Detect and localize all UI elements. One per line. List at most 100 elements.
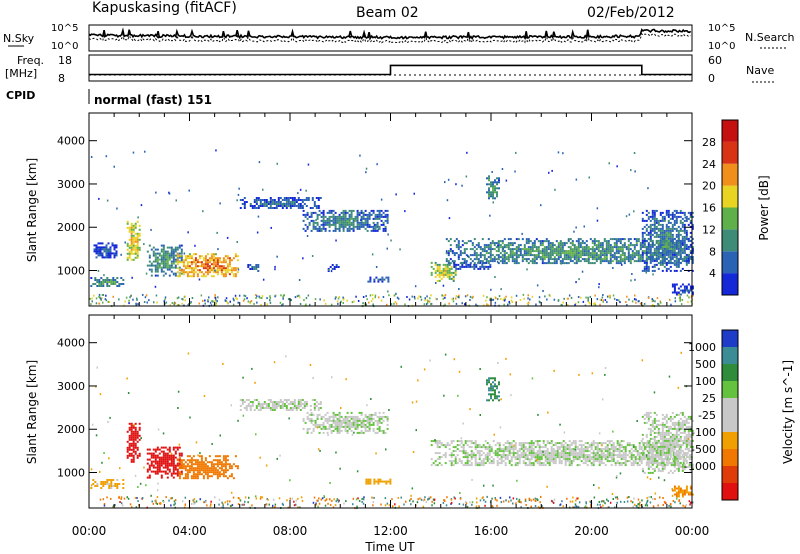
data-cell bbox=[190, 275, 193, 278]
data-cell bbox=[210, 257, 213, 260]
data-cell bbox=[160, 270, 163, 273]
data-cell bbox=[160, 254, 163, 257]
data-cell bbox=[316, 217, 319, 220]
data-cell bbox=[601, 296, 604, 299]
data-cell bbox=[679, 227, 682, 230]
data-cell bbox=[372, 421, 375, 424]
data-cell bbox=[653, 253, 656, 256]
data-cell bbox=[132, 426, 135, 429]
data-cell bbox=[679, 249, 682, 252]
data-cell bbox=[299, 405, 302, 407]
data-cell bbox=[122, 279, 125, 281]
data-cell bbox=[162, 456, 165, 459]
data-cell bbox=[577, 301, 580, 304]
data-cell bbox=[136, 432, 139, 435]
data-cell bbox=[496, 464, 499, 467]
data-cell bbox=[596, 298, 599, 301]
data-cell bbox=[498, 181, 500, 184]
data-cell bbox=[236, 241, 238, 243]
data-cell bbox=[214, 257, 217, 260]
data-cell bbox=[364, 223, 367, 226]
data-cell bbox=[552, 458, 555, 461]
data-cell bbox=[269, 203, 272, 205]
data-cell bbox=[488, 448, 491, 451]
data-cell bbox=[287, 203, 290, 205]
data-cell bbox=[540, 458, 543, 461]
data-cell bbox=[218, 455, 221, 458]
data-cell bbox=[336, 227, 339, 230]
data-cell bbox=[513, 254, 516, 257]
data-cell bbox=[276, 162, 278, 165]
data-cell bbox=[525, 240, 528, 243]
data-cell bbox=[148, 254, 151, 257]
data-cell bbox=[356, 225, 359, 228]
data-cell bbox=[174, 466, 177, 469]
data-cell bbox=[259, 403, 262, 405]
data-cell bbox=[130, 242, 133, 245]
data-cell bbox=[95, 297, 98, 300]
data-cell bbox=[204, 299, 206, 302]
data-cell bbox=[196, 463, 199, 466]
nsky-tick-bottom: 10^0 bbox=[51, 41, 78, 52]
data-cell bbox=[541, 242, 544, 245]
data-cell bbox=[466, 454, 469, 457]
data-cell bbox=[378, 417, 381, 420]
data-cell bbox=[593, 248, 596, 251]
data-cell bbox=[455, 295, 458, 297]
data-cell bbox=[283, 405, 286, 407]
data-cell bbox=[657, 223, 660, 226]
data-cell bbox=[113, 244, 116, 247]
data-cell bbox=[174, 260, 177, 263]
data-cell bbox=[671, 253, 674, 256]
data-cell bbox=[685, 261, 688, 264]
data-cell bbox=[166, 250, 169, 253]
data-cell bbox=[366, 425, 369, 428]
data-cell bbox=[455, 252, 458, 255]
data-cell bbox=[444, 267, 447, 270]
data-cell bbox=[99, 246, 102, 249]
data-cell bbox=[459, 246, 462, 249]
data-cell bbox=[592, 452, 595, 455]
data-cell bbox=[566, 458, 569, 461]
data-cell bbox=[216, 265, 219, 268]
data-cell bbox=[539, 250, 542, 253]
data-cell bbox=[232, 267, 235, 270]
data-cell bbox=[466, 151, 468, 154]
data-cell bbox=[356, 211, 359, 214]
data-cell bbox=[677, 251, 680, 254]
data-cell bbox=[621, 263, 623, 266]
data-cell bbox=[283, 199, 286, 201]
data-cell bbox=[537, 254, 540, 257]
data-cell bbox=[324, 215, 327, 218]
date-label: 02/Feb/2012 bbox=[587, 5, 675, 21]
data-cell bbox=[653, 259, 656, 262]
data-cell bbox=[138, 428, 141, 431]
data-cell bbox=[190, 457, 193, 460]
data-cell bbox=[136, 220, 139, 223]
data-cell bbox=[647, 257, 650, 260]
data-cell bbox=[541, 240, 544, 243]
data-cell bbox=[661, 255, 664, 258]
data-cell bbox=[100, 277, 103, 279]
data-cell bbox=[468, 446, 471, 449]
data-cell bbox=[594, 452, 597, 455]
data-cell bbox=[675, 239, 678, 242]
data-cell bbox=[599, 252, 602, 255]
data-cell bbox=[380, 209, 383, 212]
data-cell bbox=[606, 301, 608, 304]
data-cell bbox=[436, 279, 439, 282]
data-cell bbox=[504, 464, 507, 467]
data-cell bbox=[572, 450, 575, 453]
data-cell bbox=[336, 417, 339, 420]
data-cell bbox=[509, 238, 512, 241]
data-cell bbox=[504, 456, 507, 459]
data-cell bbox=[548, 462, 551, 465]
data-cell bbox=[324, 425, 327, 428]
data-cell bbox=[524, 456, 527, 459]
data-cell bbox=[469, 240, 472, 243]
data-cell bbox=[613, 246, 616, 249]
data-cell bbox=[358, 213, 361, 216]
data-cell bbox=[298, 279, 301, 281]
data-cell bbox=[346, 223, 349, 226]
data-cell bbox=[665, 233, 668, 236]
